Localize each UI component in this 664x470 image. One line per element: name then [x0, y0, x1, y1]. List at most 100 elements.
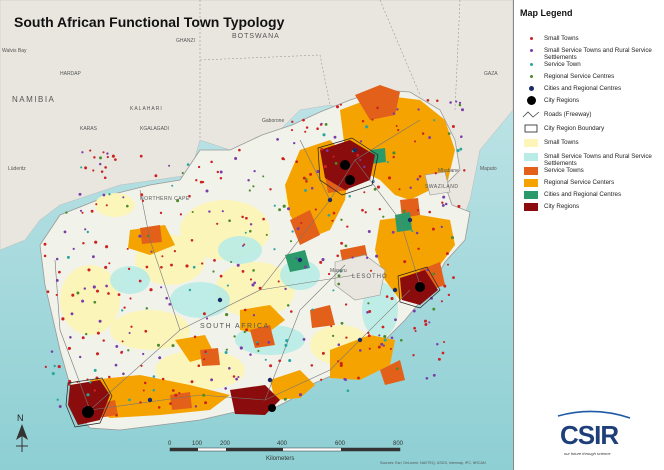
town-point	[92, 255, 95, 259]
town-point	[216, 222, 219, 225]
legend-symbol	[518, 152, 544, 161]
town-point	[114, 363, 118, 367]
town-point	[383, 335, 387, 339]
legend-dot-icon	[528, 86, 534, 91]
town-point	[55, 293, 58, 296]
town-point	[436, 342, 439, 346]
label-hardap: HARDAP	[60, 71, 82, 77]
town-point	[230, 260, 233, 264]
town-point	[383, 338, 387, 342]
town-point	[115, 344, 119, 348]
label-botswana: BOTSWANA	[232, 33, 280, 40]
legend-symbol	[518, 34, 544, 43]
town-point	[376, 185, 381, 189]
town-point	[430, 296, 433, 300]
town-point	[147, 234, 150, 238]
town-point	[102, 193, 106, 197]
town-point	[278, 208, 282, 212]
town-point	[81, 299, 85, 303]
town-point	[416, 209, 420, 212]
legend-item: Service Town	[518, 60, 662, 69]
town-point	[55, 278, 59, 282]
town-point	[94, 240, 98, 244]
town-point	[225, 313, 229, 317]
town-point	[316, 169, 320, 174]
town-point	[190, 380, 194, 384]
town-point	[72, 247, 75, 250]
town-point	[106, 155, 109, 159]
town-point	[86, 393, 90, 397]
legend-symbol	[518, 84, 544, 93]
label-walvis-bay: Walvis Bay	[2, 48, 27, 54]
town-point	[283, 397, 287, 401]
town-point	[412, 354, 415, 357]
legend-label: Small Service Towns and Rural Service Se…	[544, 47, 652, 61]
town-point	[391, 230, 395, 234]
town-point	[114, 158, 117, 161]
town-point	[290, 129, 294, 132]
label-gaza: GAZA	[484, 71, 498, 77]
town-point	[365, 256, 369, 259]
town-point	[451, 236, 454, 240]
town-point	[445, 252, 449, 256]
town-point	[128, 331, 131, 335]
town-point	[201, 180, 205, 184]
town-point	[359, 349, 362, 352]
town-point	[332, 211, 336, 215]
town-point	[202, 393, 206, 397]
legend-swatch	[524, 202, 538, 211]
town-point	[225, 348, 228, 351]
town-point	[194, 405, 198, 408]
town-point	[277, 280, 280, 283]
town-point	[145, 265, 149, 269]
town-point	[440, 300, 443, 303]
town-point	[381, 325, 385, 329]
town-point	[371, 118, 374, 121]
town-point	[278, 359, 282, 363]
attribution: Sources: Esri, DeLorme, NAVTEQ, USGS, In…	[380, 461, 486, 465]
town-point	[249, 223, 253, 226]
country-borders	[199, 0, 461, 140]
town-point	[235, 377, 238, 381]
town-point	[293, 141, 296, 145]
town-point	[108, 262, 111, 265]
town-point	[367, 230, 371, 233]
town-point	[56, 398, 59, 401]
city-point	[147, 397, 153, 403]
town-point	[418, 175, 422, 178]
legend-swatch	[524, 152, 538, 161]
town-point	[305, 180, 308, 183]
map-panel: BOTSWANA NAMIBIA KALAHARI GHANZI HARDAP …	[0, 0, 514, 470]
town-point	[238, 148, 241, 152]
town-point	[330, 325, 333, 328]
town-point	[70, 312, 74, 316]
town-point	[99, 156, 102, 160]
legend-symbol	[518, 46, 544, 55]
boundary-icon	[518, 124, 544, 133]
town-point	[105, 204, 108, 207]
town-point	[203, 358, 206, 361]
north-arrow-icon: N	[16, 413, 28, 452]
town-point	[57, 365, 61, 369]
town-point	[216, 170, 219, 174]
town-point	[425, 376, 429, 380]
town-point	[102, 151, 105, 154]
town-point	[78, 355, 82, 359]
town-point	[93, 300, 97, 304]
town-point	[339, 103, 342, 106]
town-point	[367, 331, 370, 335]
legend-item: Service Towns	[518, 166, 662, 175]
town-point	[345, 336, 348, 339]
town-point	[348, 194, 351, 198]
legend-item: Small Towns	[518, 138, 662, 147]
town-point	[296, 227, 300, 231]
legend-swatch	[524, 178, 538, 187]
town-point	[269, 364, 273, 368]
town-point	[83, 287, 87, 290]
label-gaborone: Gaborone	[262, 118, 284, 124]
town-point	[76, 291, 80, 295]
town-point	[369, 269, 373, 272]
town-point	[269, 188, 272, 191]
town-point	[210, 160, 213, 164]
town-point	[104, 265, 108, 269]
